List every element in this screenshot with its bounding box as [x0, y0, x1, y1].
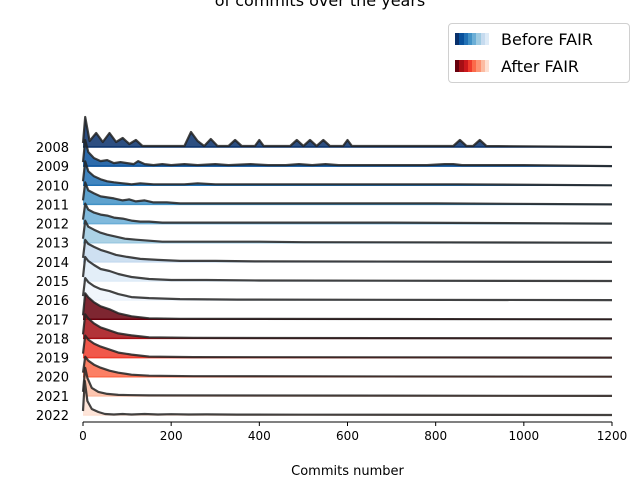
ridge-area-2022 — [83, 381, 612, 415]
ridge-line-2018 — [81, 313, 613, 340]
ridge-area-2017 — [83, 293, 612, 320]
legend-entry-before-fair: Before FAIR — [455, 28, 593, 50]
y-tick-label-2022: 2022 — [36, 409, 69, 424]
ridge-2011 — [81, 181, 613, 206]
y-tick-label-2020: 2020 — [36, 371, 69, 386]
x-tick-label-600: 600 — [336, 429, 359, 443]
x-tick-label-0: 0 — [79, 429, 87, 443]
legend-swatch-before-fair — [455, 33, 489, 45]
ridge-area-2014 — [83, 239, 612, 262]
ridge-line-2009 — [81, 139, 613, 168]
ridge-2013 — [81, 219, 613, 244]
legend-swatch-cell — [463, 60, 468, 72]
y-tick-label-2018: 2018 — [36, 332, 69, 347]
legend-swatch-cell — [472, 60, 477, 72]
legend-swatch-cell — [463, 33, 468, 45]
ridge-line-2013 — [81, 219, 613, 244]
x-axis-label: Commits number — [291, 464, 404, 479]
x-tick-label-1000: 1000 — [509, 429, 540, 443]
ridge-2012 — [81, 202, 613, 225]
ridge-area-2012 — [83, 203, 612, 224]
legend-swatch-cell — [459, 33, 464, 45]
legend-swatch-cell — [476, 60, 481, 72]
y-tick-label-2009: 2009 — [36, 160, 69, 175]
x-tick-label-800: 800 — [424, 429, 447, 443]
legend-swatch-cell — [467, 60, 472, 72]
legend-swatch-cell — [472, 33, 477, 45]
chart-title: of commits over the years — [214, 0, 426, 10]
y-tick-label-2014: 2014 — [36, 256, 69, 271]
ridge-2014 — [81, 238, 613, 263]
ridge-2022 — [81, 379, 613, 417]
y-tick-label-2016: 2016 — [36, 294, 69, 309]
legend-swatch-cell — [467, 33, 472, 45]
y-tick-label-2019: 2019 — [36, 352, 69, 367]
legend-swatch-cell — [484, 33, 489, 45]
ridge-line-2022 — [81, 379, 613, 417]
legend-swatch-after-fair — [455, 60, 489, 72]
x-tick-label-400: 400 — [248, 429, 271, 443]
ridge-2009 — [81, 139, 613, 168]
ridge-2010 — [81, 160, 613, 187]
ridge-line-2019 — [81, 334, 613, 359]
legend-label-after-fair: After FAIR — [501, 56, 580, 76]
ridge-area-2008 — [83, 117, 612, 147]
ridge-line-2011 — [81, 181, 613, 206]
y-tick-label-2008: 2008 — [36, 141, 69, 156]
legend-swatch-cell — [476, 33, 481, 45]
legend-swatch-cell — [480, 33, 485, 45]
ridge-2015 — [81, 255, 613, 283]
y-tick-label-2021: 2021 — [36, 390, 69, 405]
y-tick-label-2015: 2015 — [36, 275, 69, 290]
legend-swatch-cell — [484, 60, 489, 72]
y-tick-label-2013: 2013 — [36, 237, 69, 252]
ridge-line-2012 — [81, 202, 613, 225]
ridge-line-2010 — [81, 160, 613, 187]
ridge-2018 — [81, 313, 613, 340]
legend-swatch-cell — [459, 60, 464, 72]
ridge-2017 — [81, 292, 613, 321]
ridge-2016 — [81, 277, 613, 302]
y-tick-label-2012: 2012 — [36, 218, 69, 233]
ridge-line-2021 — [81, 366, 613, 397]
ridge-area-2020 — [83, 356, 612, 377]
ridge-line-2016 — [81, 277, 613, 302]
y-tick-label-2011: 2011 — [36, 198, 69, 213]
ridge-line-2017 — [81, 292, 613, 321]
ridge-2021 — [81, 366, 613, 397]
legend-swatch-cell — [455, 60, 460, 72]
legend-swatch-cell — [455, 33, 460, 45]
legend-label-before-fair: Before FAIR — [501, 29, 593, 49]
legend: Before FAIR After FAIR — [448, 23, 630, 83]
ridge-line-2014 — [81, 238, 613, 263]
y-tick-label-2017: 2017 — [36, 313, 69, 328]
ridge-area-2021 — [83, 367, 612, 396]
ridge-2019 — [81, 334, 613, 359]
ridge-line-2015 — [81, 255, 613, 283]
x-tick-label-1200: 1200 — [597, 429, 628, 443]
ridge-line-2020 — [81, 355, 613, 378]
ridge-2008 — [81, 115, 613, 149]
y-tick-label-2010: 2010 — [36, 179, 69, 194]
ridge-2020 — [81, 355, 613, 378]
ridge-line-2008 — [81, 115, 613, 149]
legend-swatch-cell — [480, 60, 485, 72]
legend-entry-after-fair: After FAIR — [455, 55, 579, 77]
x-tick-label-200: 200 — [160, 429, 183, 443]
